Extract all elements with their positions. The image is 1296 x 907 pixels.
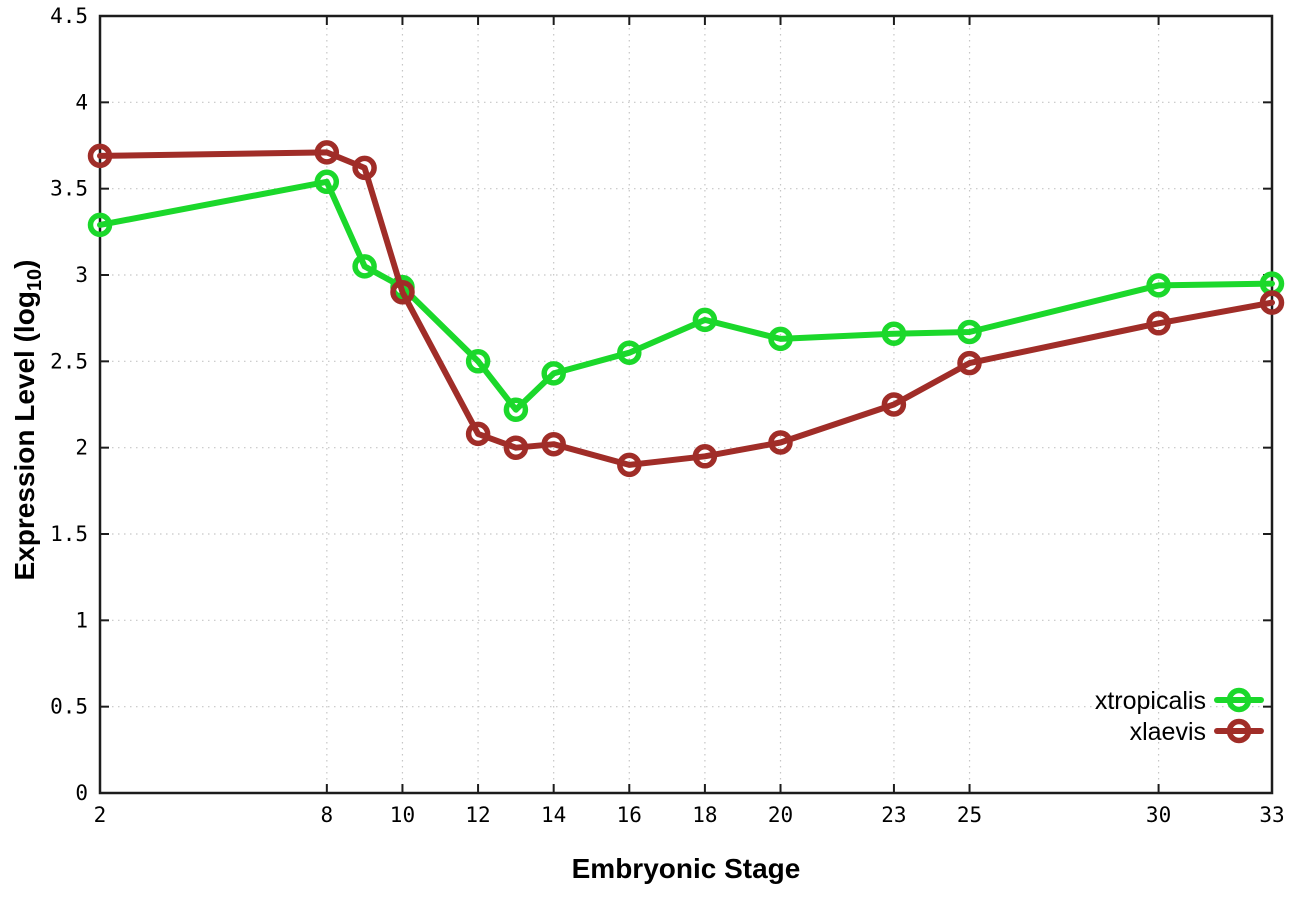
data-point-xlaevis-stage-18: [692, 444, 718, 469]
data-point-xtropicalis-stage-14: [541, 361, 566, 386]
y-axis-title-subscript: 10: [24, 269, 46, 291]
data-point-xlaevis-stage-9: [352, 155, 377, 181]
data-point-xlaevis-stage-14: [541, 431, 566, 457]
x-tick-label-10: 10: [390, 803, 415, 827]
data-point-xlaevis-stage-16: [617, 452, 642, 478]
grid: [100, 16, 1272, 793]
x-tick-label-18: 18: [692, 803, 717, 827]
data-point-xlaevis-stage-13: [503, 435, 529, 460]
y-tick-label-0.5: 0.5: [50, 695, 88, 719]
y-axis-title-main: Expression Level (log: [9, 291, 40, 580]
data-point-xlaevis-stage-30: [1146, 311, 1171, 336]
y-tick-label-2.5: 2.5: [50, 349, 88, 373]
data-point-xtropicalis-stage-13: [503, 397, 529, 422]
y-tick-label-1.5: 1.5: [50, 522, 88, 546]
x-tick-label-30: 30: [1146, 803, 1171, 827]
y-tick-label-3: 3: [75, 263, 88, 287]
legend: xtropicalis xlaevis: [1095, 687, 1264, 746]
y-axis-title: Expression Level (log10): [9, 260, 46, 581]
data-point-xtropicalis-stage-30: [1146, 273, 1171, 298]
data-point-xtropicalis-stage-8: [314, 169, 340, 195]
data-point-xtropicalis-stage-12: [465, 349, 491, 374]
x-tick-label-14: 14: [541, 803, 566, 827]
data-point-xtropicalis-stage-18: [692, 307, 718, 333]
x-tick-label-20: 20: [768, 803, 793, 827]
x-tick-label-33: 33: [1259, 803, 1284, 827]
data-point-xlaevis-stage-25: [957, 350, 982, 376]
data-series: [87, 140, 1285, 478]
plot-border-rect: [98, 14, 1274, 795]
y-tick-label-3.5: 3.5: [50, 177, 88, 201]
axis-ticks: [99, 15, 1273, 794]
data-point-xlaevis-stage-8: [314, 140, 340, 165]
data-point-xtropicalis-stage-2: [87, 212, 113, 238]
data-point-xtropicalis-stage-25: [957, 319, 982, 345]
x-axis-title: Embryonic Stage: [572, 853, 801, 884]
y-axis-title-suffix: ): [9, 260, 40, 269]
series-points-xlaevis: [87, 140, 1285, 478]
x-tick-label-16: 16: [617, 803, 642, 827]
legend-marker-xtropicalis: [1226, 687, 1252, 713]
data-point-xtropicalis-stage-23: [881, 321, 907, 346]
x-tick-label-23: 23: [881, 803, 906, 827]
legend-label-xtropicalis: xtropicalis: [1095, 687, 1206, 715]
data-point-xtropicalis-stage-9: [352, 254, 377, 279]
plot-border: [98, 14, 1274, 795]
x-tick-label-12: 12: [465, 803, 490, 827]
series-line-xlaevis: [97, 149, 1275, 468]
data-point-xlaevis-stage-33: [1259, 290, 1285, 315]
data-point-xtropicalis-stage-20: [768, 326, 793, 352]
data-point-xlaevis-stage-10: [390, 280, 415, 305]
y-tick-label-1: 1: [75, 608, 88, 632]
x-tick-label-2: 2: [94, 803, 107, 827]
data-point-xlaevis-stage-20: [768, 430, 793, 455]
x-tick-label-8: 8: [321, 803, 334, 827]
data-point-xlaevis-stage-2: [87, 143, 113, 169]
data-point-xlaevis-stage-12: [465, 421, 491, 447]
y-tick-label-2: 2: [75, 436, 88, 460]
y-tick-label-4.5: 4.5: [50, 4, 88, 28]
y-tick-label-0: 0: [75, 781, 88, 805]
data-point-xlaevis-stage-23: [881, 392, 907, 417]
tick-labels: 2 8 10 12 14 16 18 20 23 25 30 33 0 0.5 1 1.5 2 2.5 3 3.5 4 4…: [50, 4, 1285, 827]
x-tick-label-25: 25: [957, 803, 982, 827]
data-point-xtropicalis-stage-16: [617, 340, 642, 365]
legend-marker-xlaevis: [1226, 718, 1252, 744]
legend-label-xlaevis: xlaevis: [1130, 718, 1206, 746]
series-line-xtropicalis: [97, 178, 1275, 413]
y-tick-label-4: 4: [75, 90, 88, 114]
series-points-xtropicalis: [87, 169, 1285, 422]
